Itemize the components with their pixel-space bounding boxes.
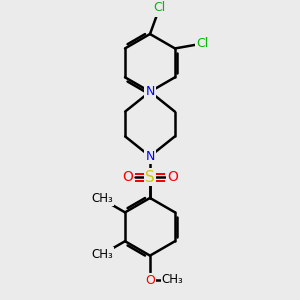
Text: Cl: Cl: [154, 1, 166, 14]
Text: CH₃: CH₃: [91, 248, 113, 261]
Text: O: O: [167, 170, 178, 184]
Text: O: O: [122, 170, 133, 184]
Text: CH₃: CH₃: [91, 193, 113, 206]
Text: S: S: [145, 169, 155, 184]
Text: O: O: [145, 274, 155, 287]
Text: N: N: [145, 150, 155, 163]
Text: N: N: [145, 85, 155, 98]
Text: Cl: Cl: [196, 37, 209, 50]
Text: N: N: [145, 85, 155, 98]
Text: CH₃: CH₃: [162, 273, 183, 286]
